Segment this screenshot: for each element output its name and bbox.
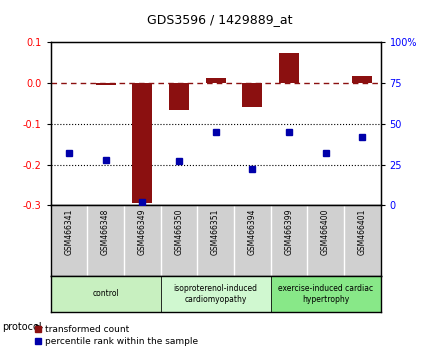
Text: GSM466401: GSM466401 bbox=[358, 209, 367, 255]
Text: GSM466349: GSM466349 bbox=[138, 209, 147, 255]
Bar bbox=[352, 76, 372, 83]
Legend: transformed count, percentile rank within the sample: transformed count, percentile rank withi… bbox=[31, 321, 202, 349]
Bar bbox=[132, 83, 152, 203]
Text: protocol: protocol bbox=[2, 322, 42, 332]
Text: GSM466351: GSM466351 bbox=[211, 209, 220, 255]
Text: GSM466399: GSM466399 bbox=[284, 209, 293, 255]
Text: GSM466350: GSM466350 bbox=[174, 209, 183, 255]
Text: isoproterenol-induced
cardiomyopathy: isoproterenol-induced cardiomyopathy bbox=[174, 284, 257, 303]
Bar bbox=[205, 78, 226, 83]
Text: GDS3596 / 1429889_at: GDS3596 / 1429889_at bbox=[147, 13, 293, 26]
Bar bbox=[169, 83, 189, 110]
Text: GSM466394: GSM466394 bbox=[248, 209, 257, 255]
Text: exercise-induced cardiac
hypertrophy: exercise-induced cardiac hypertrophy bbox=[278, 284, 373, 303]
Bar bbox=[51, 276, 161, 312]
Text: GSM466341: GSM466341 bbox=[64, 209, 73, 255]
Bar bbox=[242, 83, 262, 107]
Bar bbox=[271, 276, 381, 312]
Text: GSM466348: GSM466348 bbox=[101, 209, 110, 255]
Bar bbox=[161, 276, 271, 312]
Bar bbox=[279, 53, 299, 83]
Text: GSM466400: GSM466400 bbox=[321, 209, 330, 255]
Text: control: control bbox=[92, 289, 119, 298]
Bar bbox=[95, 83, 116, 85]
